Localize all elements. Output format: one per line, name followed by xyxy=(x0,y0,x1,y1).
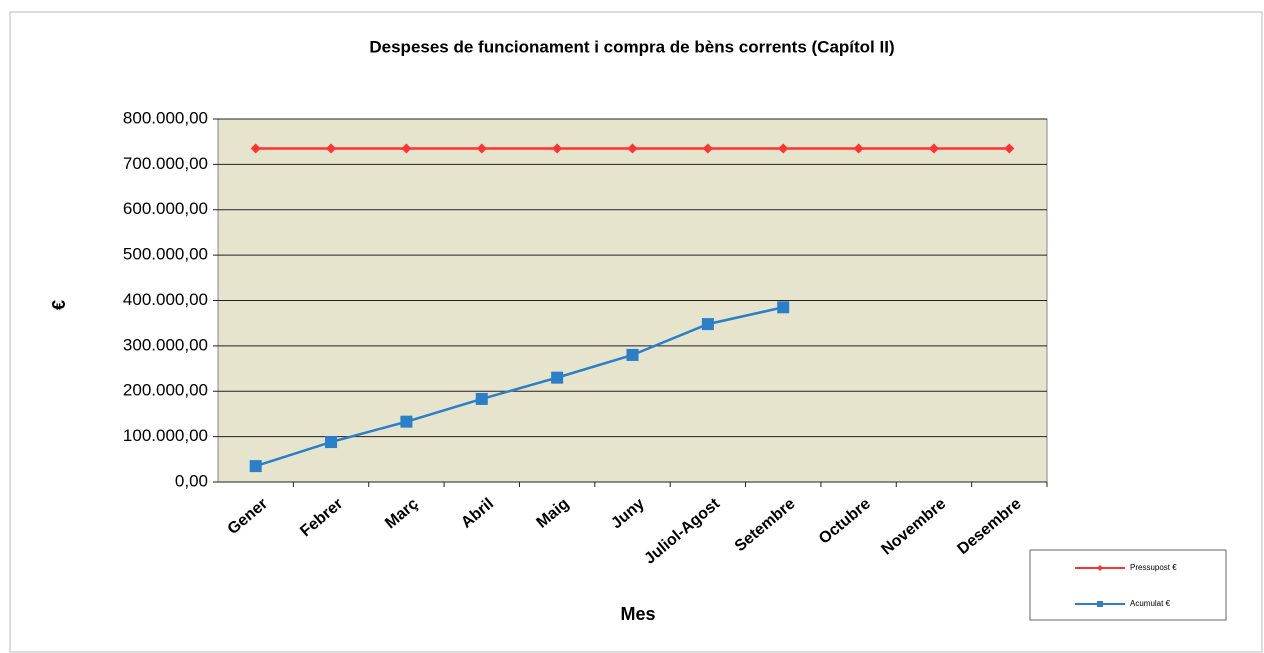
x-axis-label: Mes xyxy=(620,604,655,624)
series-line xyxy=(255,306,784,468)
point xyxy=(777,301,790,314)
y-tick-label: 200.000,00 xyxy=(123,381,208,400)
point xyxy=(928,143,939,154)
point xyxy=(250,143,261,154)
point xyxy=(551,371,564,384)
y-axis-label: € xyxy=(49,300,69,310)
point xyxy=(476,143,487,154)
point xyxy=(400,415,413,428)
legend-label: Acumulat € xyxy=(1130,599,1171,608)
chart-title: Despeses de funcionament i compra de bèn… xyxy=(369,37,894,56)
y-tick-label: 100.000,00 xyxy=(123,426,208,445)
y-tick-label: 400.000,00 xyxy=(123,290,208,309)
point xyxy=(701,318,714,331)
legend-marker xyxy=(1097,601,1103,607)
y-tick-label: 700.000,00 xyxy=(123,154,208,173)
point xyxy=(326,143,337,154)
y-tick-label: 300.000,00 xyxy=(123,335,208,354)
point xyxy=(627,143,638,154)
point xyxy=(325,436,338,449)
point xyxy=(702,143,713,154)
legend xyxy=(1029,549,1227,621)
point xyxy=(853,143,864,154)
point xyxy=(552,143,563,154)
y-tick-label: 800.000,00 xyxy=(123,108,208,127)
legend-marker xyxy=(1097,565,1103,571)
point xyxy=(475,392,488,405)
y-tick-label: 600.000,00 xyxy=(123,199,208,218)
y-tick-label: 0,00 xyxy=(175,471,208,490)
point xyxy=(1004,143,1015,154)
point xyxy=(778,143,789,154)
y-tick-label: 500.000,00 xyxy=(123,245,208,264)
point xyxy=(401,143,412,154)
point xyxy=(249,460,262,473)
legend-label: Pressupost € xyxy=(1130,563,1177,572)
point xyxy=(626,348,639,361)
